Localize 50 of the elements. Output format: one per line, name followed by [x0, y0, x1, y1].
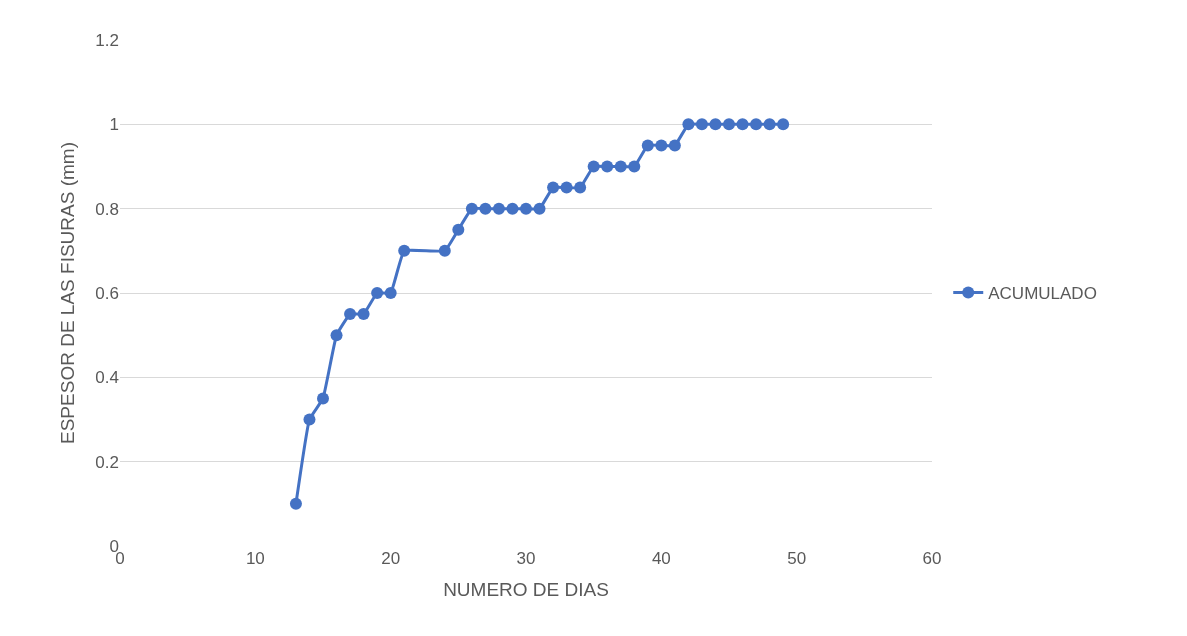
point [398, 244, 411, 257]
point [695, 118, 708, 131]
point [465, 202, 478, 215]
x-tick-label: 10 [245, 549, 265, 568]
point [317, 392, 329, 405]
point [736, 118, 749, 131]
point [289, 497, 302, 510]
point [682, 118, 695, 131]
point [587, 160, 600, 173]
point [547, 181, 560, 194]
point [330, 329, 343, 342]
x-axis-title: NUMERO DE DIAS [443, 578, 609, 600]
x-tick-label: 60 [922, 549, 942, 568]
point [371, 287, 384, 299]
point [668, 139, 681, 152]
point [723, 118, 735, 131]
legend-label: ACUMULADO [988, 284, 1097, 304]
point [560, 181, 573, 194]
x-tick-label: 20 [381, 549, 401, 568]
point [506, 202, 519, 215]
point [438, 244, 451, 257]
point [492, 202, 505, 215]
point [520, 202, 532, 215]
point [357, 308, 370, 321]
point [384, 287, 397, 299]
point [303, 413, 316, 426]
point [709, 118, 722, 131]
point [750, 118, 763, 131]
point [479, 202, 492, 215]
x-tick-label: 40 [651, 549, 671, 568]
x-tick-label: 30 [516, 549, 536, 568]
y-tick-label: 0.8 [95, 199, 119, 219]
point [628, 160, 641, 173]
point [533, 202, 546, 215]
point [777, 118, 790, 131]
y-tick-label: 0.2 [95, 452, 119, 472]
point [601, 160, 614, 173]
point [344, 308, 357, 321]
point [655, 139, 668, 152]
y-tick-label: 0.4 [95, 368, 119, 388]
point [452, 223, 465, 236]
point [641, 139, 654, 152]
point [763, 118, 776, 131]
y-axis-title: ESPESOR DE LAS FISURAS (mm) [57, 142, 79, 444]
y-tick-label: 1 [109, 115, 119, 135]
point [614, 160, 627, 173]
y-tick-label: 0.6 [95, 283, 119, 303]
y-tick-label: 1.2 [95, 30, 119, 50]
x-tick-label: 50 [787, 549, 807, 568]
point [574, 181, 587, 194]
